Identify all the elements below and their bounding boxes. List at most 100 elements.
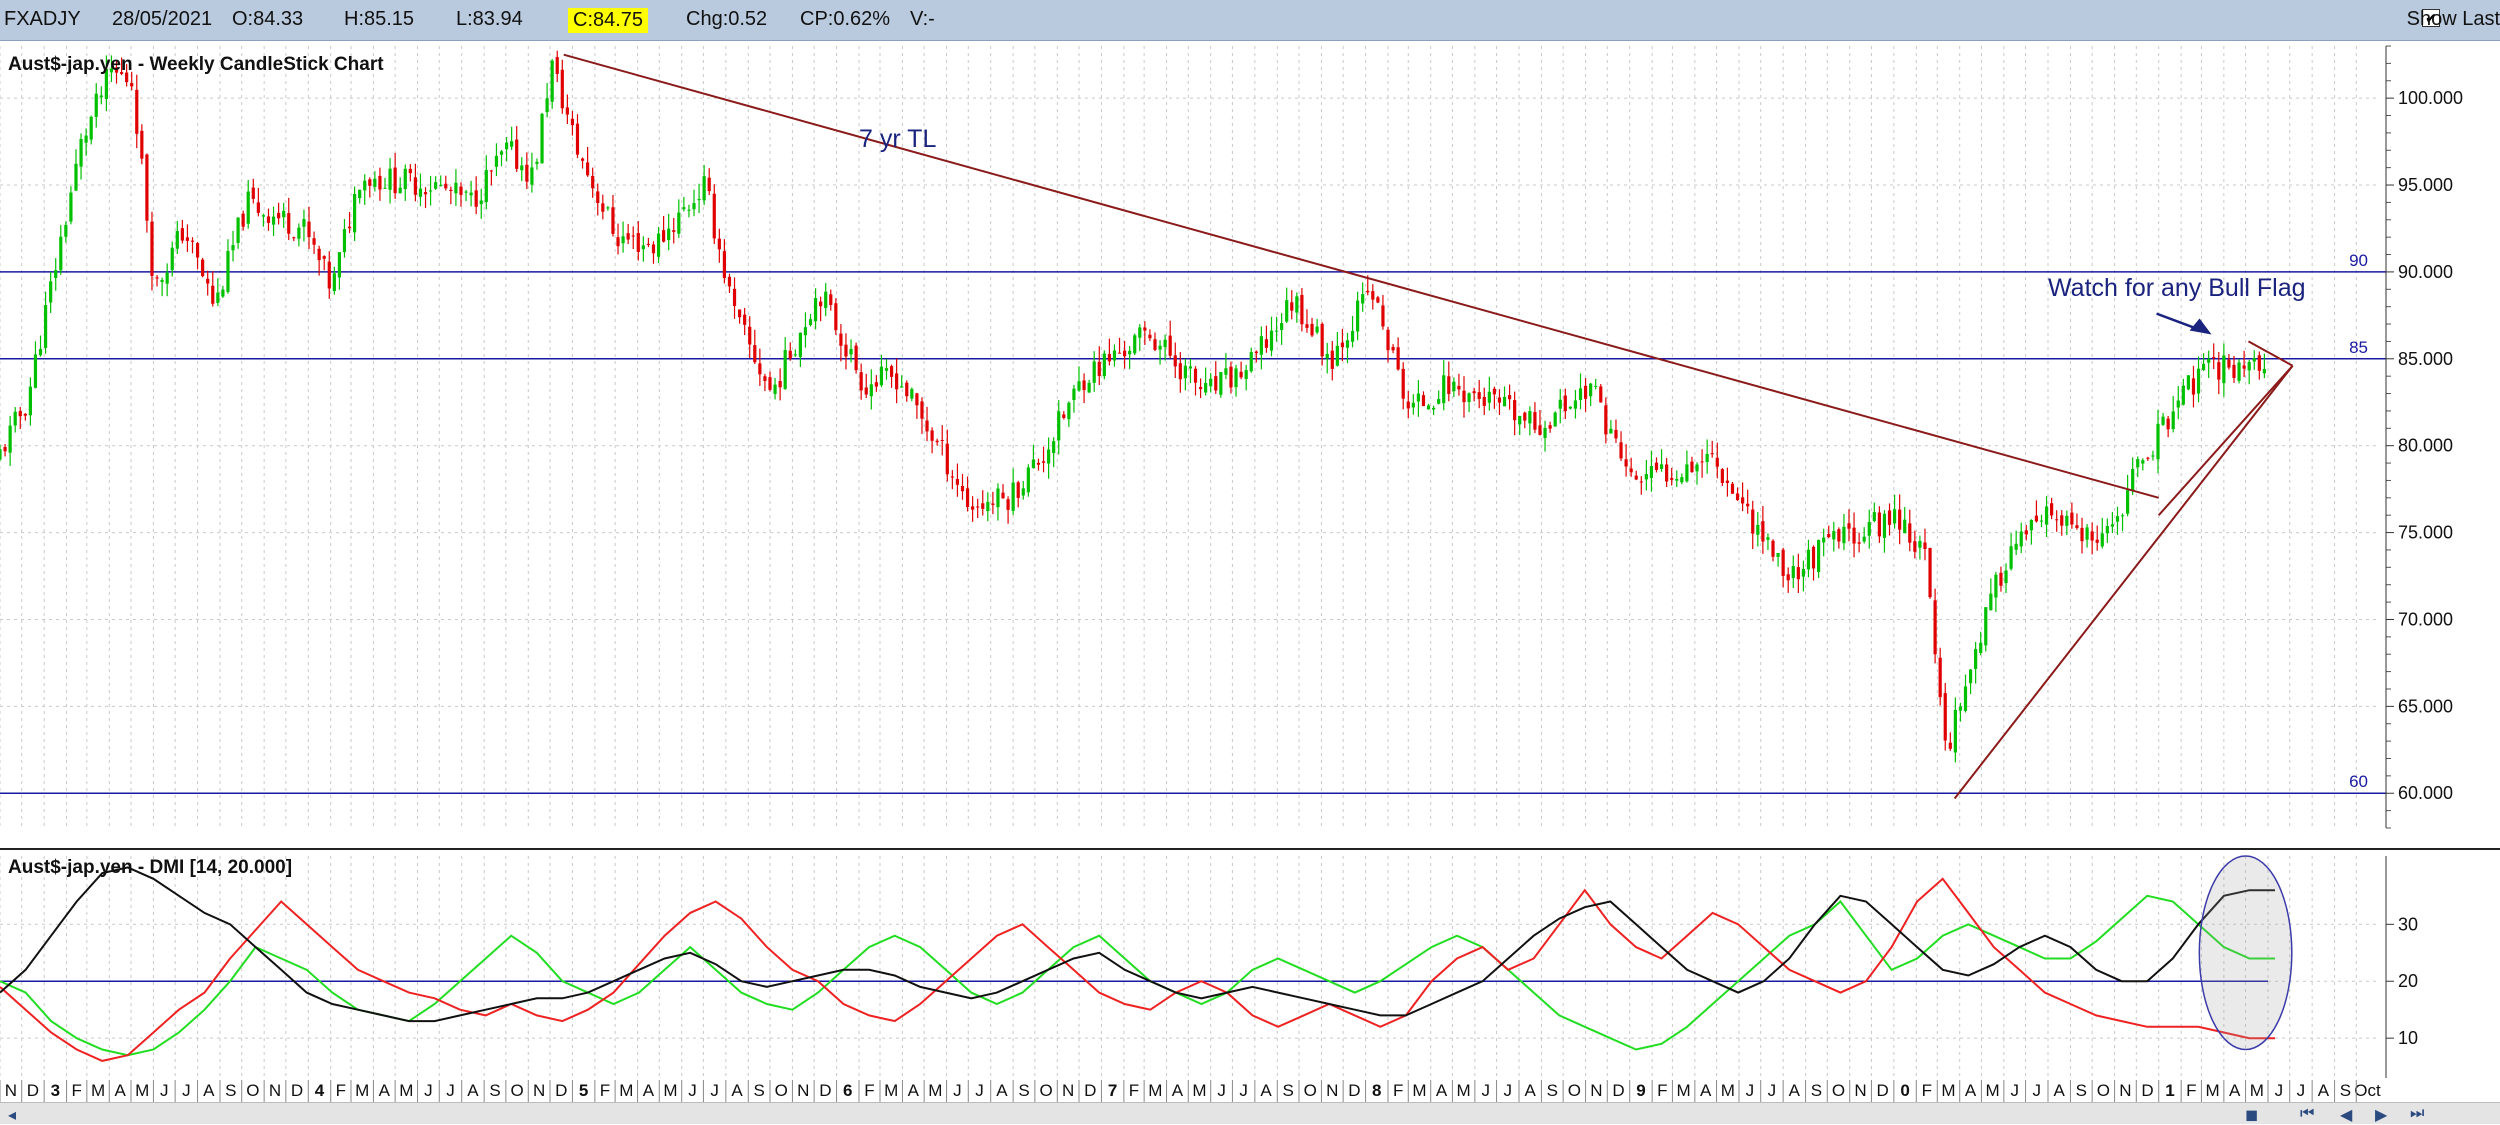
x-tick-label: A [379,1081,391,1100]
candle-body [1062,414,1066,418]
candle-body [1290,302,1294,311]
candle-body [1502,396,1507,407]
candle-body [1644,474,1648,480]
prev-icon[interactable]: ◀ [2340,1107,2353,1124]
candle-body [69,192,73,222]
candle-body [687,209,691,211]
candle-body [1416,393,1421,402]
zoom-icon[interactable]: ◼ [2245,1107,2259,1124]
horizontal-scrollbar[interactable]: ◂ ◼ ⏮ ◀ ▶ ⏭ [0,1102,2500,1124]
last-icon[interactable]: ⏭ [2410,1105,2425,1122]
candle-body [1811,546,1816,569]
candle-body [940,439,944,441]
x-tick-label: D [1348,1081,1360,1100]
candle-body [935,440,939,443]
candle-body [266,216,271,223]
x-tick-label: D [555,1081,567,1100]
candle-body [236,217,240,243]
candle-body [312,238,316,245]
x-tick-label: Oct [2354,1081,2381,1100]
x-tick-label: J [1746,1081,1755,1100]
candle-body [2141,460,2145,464]
candle-body [1528,410,1532,424]
candle-body [1330,350,1334,369]
candle-body [1918,541,1922,548]
candle-body [54,270,58,278]
x-tick-label: J [1481,1081,1490,1100]
candle-body [717,238,721,250]
candle-body [803,327,808,336]
candle-body [2186,375,2190,390]
x-tick-label: 9 [1636,1081,1645,1100]
first-icon[interactable]: ⏮ [2300,1105,2315,1122]
candle-body [1204,382,1208,393]
candle-body [1720,469,1724,483]
chart-annotation: 7 yr TL [859,125,936,153]
candle-body [743,314,747,325]
candle-body [889,366,894,377]
price-y-axis: 60.000 65.000 70.000 75.000 80.000 85.000 90.0… [2385,45,2463,829]
x-tick-label: N [797,1081,809,1100]
next-icon[interactable]: ▶ [2375,1107,2388,1124]
x-tick-label: N [1326,1081,1338,1100]
y-tick-label: 60.000 [2398,783,2453,803]
candle-body [221,289,225,297]
candle-body [1426,405,1431,410]
x-tick-label: O [1304,1081,1317,1100]
x-tick-label: O [2097,1081,2110,1100]
candle-body [651,244,656,254]
candle-body [1366,290,1370,293]
candle-body [155,277,159,279]
x-tick-label: M [1192,1081,1206,1100]
x-tick-label: A [467,1081,479,1100]
candle-body [226,250,230,292]
candle-body [2151,455,2155,457]
candle-body [297,227,301,239]
candle-body [1234,368,1238,388]
candle-body [1077,381,1081,391]
candle-body [1725,480,1730,483]
candle-body [190,240,195,242]
candle-body [1963,686,1968,711]
x-tick-label: 6 [843,1081,852,1100]
candle-body [1269,330,1274,351]
candle-body [1801,568,1806,577]
candle-body [960,485,965,492]
x-tick-label: A [2054,1081,2066,1100]
candle-body [1928,547,1932,598]
candle-body [920,401,924,419]
candle-body [631,235,635,237]
price-info-bar: FXADJY 28/05/2021 O:84.33 H:85.15 L:83.9… [0,0,2500,41]
candle-body [2100,533,2104,547]
candle-body [403,168,407,190]
candle-body [834,303,838,331]
candle-body [606,207,610,209]
candle-body [444,183,448,189]
candle-body [707,177,711,192]
candle-body [64,224,68,237]
candle-body [1026,467,1030,493]
x-tick-label: S [1547,1081,1558,1100]
candle-body [839,333,843,346]
x-tick-label: N [1590,1081,1602,1100]
candle-body [1472,391,1476,394]
candle-body [1497,397,1502,403]
candle-body [1776,553,1780,557]
x-tick-label: D [2141,1081,2153,1100]
candle-body [2115,516,2120,522]
show-last-checkbox[interactable]: ✔ [2422,9,2440,27]
candle-body [1254,351,1258,354]
candle-body [991,503,995,505]
candle-body [2070,512,2074,525]
candle-body [1816,539,1821,573]
candle-body [140,130,144,159]
show-last-label[interactable]: Show Last [2406,8,2500,30]
candle-body [241,213,245,227]
candle-body [170,247,174,271]
scroll-left-icon[interactable]: ◂ [8,1107,17,1124]
x-tick-label: A [203,1081,215,1100]
x-tick-label: J [424,1081,433,1100]
candle-body [2146,457,2150,459]
candle-body [2019,531,2023,547]
candle-body [1933,600,1937,655]
